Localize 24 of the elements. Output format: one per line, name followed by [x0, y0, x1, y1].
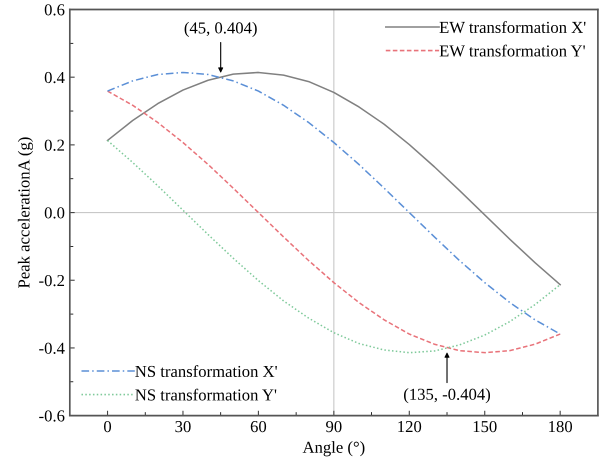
x-axis-title: Angle (°) — [302, 441, 364, 456]
legend-label: NS transformation Y' — [135, 388, 276, 401]
x-tick-label: 60 — [250, 420, 266, 432]
x-tick-label: 90 — [326, 420, 342, 432]
y-tick-label: -0.4 — [39, 342, 65, 354]
legend-label: EW transformation Y' — [440, 44, 585, 57]
legend-label: NS transformation X' — [135, 365, 277, 378]
x-tick-label: 150 — [474, 420, 497, 432]
y-tick-label: 0.4 — [44, 72, 65, 84]
y-tick-label: 0.0 — [44, 207, 64, 219]
x-tick-label: 120 — [398, 420, 422, 432]
y-tick-label: -0.2 — [39, 274, 64, 286]
line-series — [106, 140, 561, 354]
x-tick-label: 0 — [104, 420, 112, 432]
x-tick-label: 30 — [175, 420, 191, 432]
y-axis-title: Peak accelerationA (g) — [18, 137, 34, 288]
y-tick-label: -0.6 — [39, 410, 64, 422]
line-series — [106, 72, 561, 286]
x-tick-label: 180 — [549, 420, 572, 432]
y-tick-label: 0.6 — [44, 4, 64, 16]
legend-label: EW transformation X' — [440, 21, 586, 34]
y-tick-label: 0.2 — [44, 140, 64, 151]
annotation: (45, 0.404) — [184, 22, 257, 37]
annotation: (135, -0.404) — [404, 388, 490, 404]
